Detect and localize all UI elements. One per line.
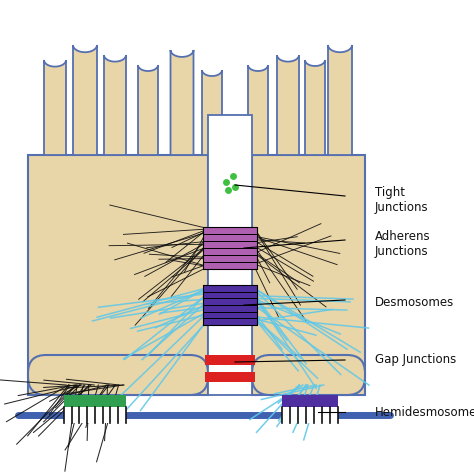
Polygon shape [252,155,365,395]
Bar [282,395,338,407]
Bar [282,407,338,423]
Text: Tight
Junctions: Tight Junctions [375,186,428,214]
Text: Hemidesmosomes: Hemidesmosomes [375,405,474,419]
Polygon shape [73,45,97,155]
FancyBboxPatch shape [28,355,208,395]
Bar [203,285,257,325]
Polygon shape [202,70,222,155]
FancyBboxPatch shape [252,355,365,395]
Polygon shape [328,45,352,155]
Bar [205,355,255,365]
Polygon shape [305,60,325,155]
Polygon shape [44,60,66,155]
Polygon shape [28,155,208,395]
Bar [208,115,252,395]
Polygon shape [248,65,268,155]
Bar [205,372,255,382]
Polygon shape [138,65,158,155]
Text: Adherens
Junctions: Adherens Junctions [375,230,430,258]
Polygon shape [104,55,126,155]
Bar [203,227,257,269]
Text: Desmosomes: Desmosomes [375,295,454,309]
Polygon shape [171,50,193,155]
Text: Gap Junctions: Gap Junctions [375,354,456,366]
Polygon shape [277,55,299,155]
Bar [64,407,126,423]
Bar [64,395,126,407]
